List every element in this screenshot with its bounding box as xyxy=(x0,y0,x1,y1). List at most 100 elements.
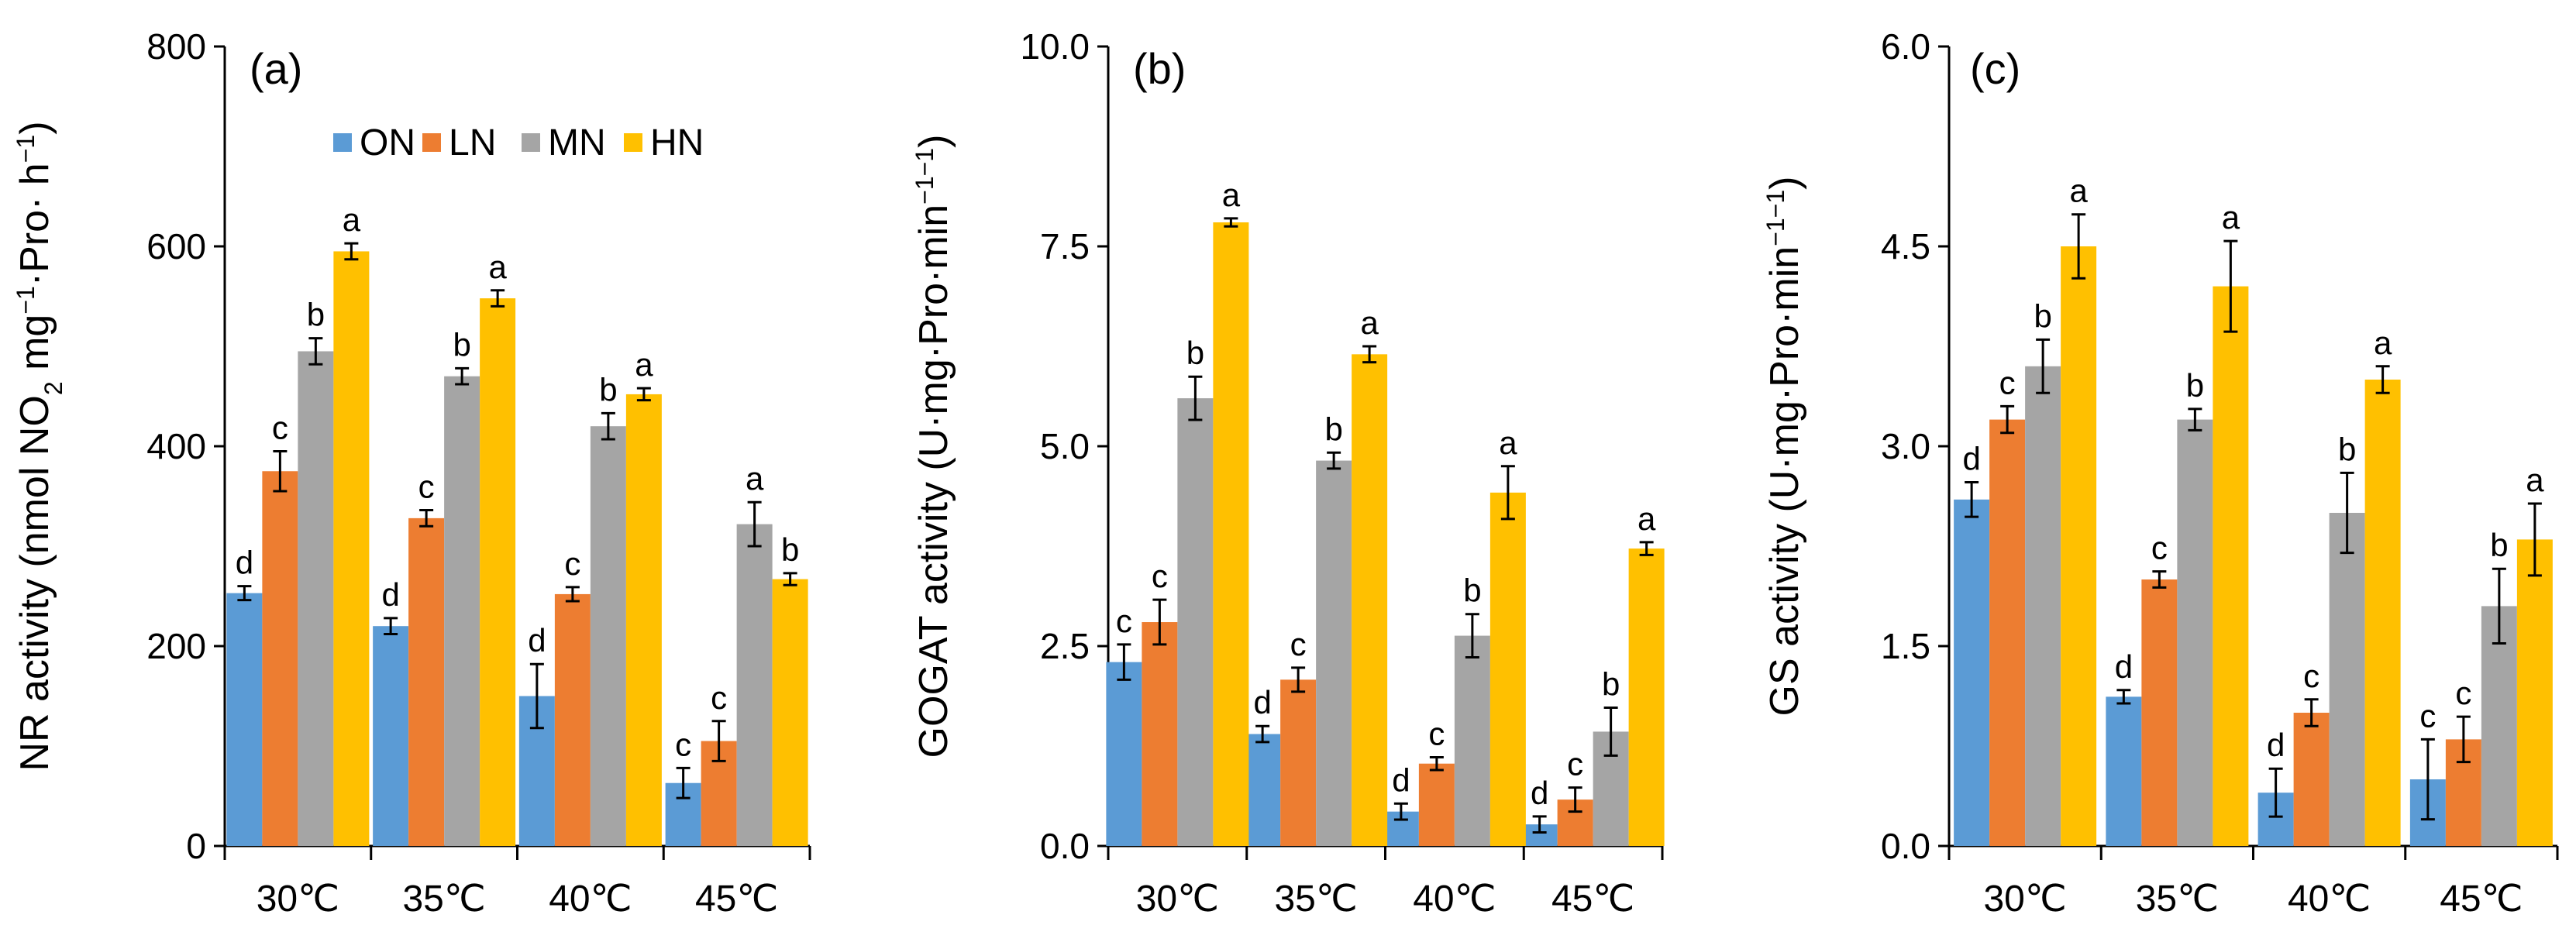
y-tick-label: 200 xyxy=(146,626,206,666)
significance-letter: c xyxy=(418,469,435,505)
x-category-label: 45℃ xyxy=(1551,879,1634,920)
bar-ln xyxy=(1418,763,1455,846)
bar-mn xyxy=(1316,460,1352,846)
bar-on xyxy=(1245,734,1281,846)
bar-hn xyxy=(1628,548,1665,846)
significance-letter: d xyxy=(2267,727,2285,763)
significance-letter: b xyxy=(2490,527,2508,563)
significance-letter: b xyxy=(2338,431,2356,467)
bar-ln xyxy=(408,517,445,846)
bar-hn xyxy=(2516,539,2553,846)
bar-mn xyxy=(2329,513,2365,846)
y-axis-title-subscript: 2 xyxy=(40,381,67,395)
legend: ON LN MN HN xyxy=(333,122,704,163)
y-axis-title: NR activity (nmol NO2 mg−1·Pro· h−1) xyxy=(12,121,67,771)
bar-ln xyxy=(1989,419,2026,846)
bar-mn xyxy=(590,426,626,846)
bar-hn xyxy=(1213,222,1249,846)
significance-letter: b xyxy=(1463,572,1481,609)
x-category-label: 40℃ xyxy=(549,879,632,920)
x-category-label: 35℃ xyxy=(402,879,485,920)
bar-hn xyxy=(1489,492,1526,846)
significance-letter: d xyxy=(381,576,399,613)
significance-letter: a xyxy=(343,201,361,238)
bar-ln xyxy=(554,593,591,846)
bar-on xyxy=(2106,696,2142,846)
significance-letter: a xyxy=(635,346,653,383)
panel-label: (b) xyxy=(1133,44,1186,93)
y-tick-label: 400 xyxy=(146,426,206,466)
y-axis-title-superscript: −1 xyxy=(1762,190,1789,218)
bar-on xyxy=(373,626,409,846)
x-category-label: 30℃ xyxy=(1983,879,2066,920)
y-axis-title-superscript: −1 xyxy=(911,176,938,204)
x-category-label: 40℃ xyxy=(2288,879,2371,920)
legend-label-hn: HN xyxy=(650,122,704,163)
significance-letter: d xyxy=(528,622,546,658)
significance-letter: b xyxy=(781,531,799,568)
significance-letter: d xyxy=(1392,762,1410,798)
significance-letter: c xyxy=(2455,675,2471,711)
significance-letter: b xyxy=(599,371,617,407)
x-category-label: 35℃ xyxy=(2136,879,2219,920)
bar-ln xyxy=(2293,713,2330,846)
y-tick-label: 7.5 xyxy=(1040,226,1090,266)
significance-letter: b xyxy=(2034,297,2051,334)
y-axis-title-text: NR activity (nmol NO xyxy=(12,395,57,771)
y-tick-label: 6.0 xyxy=(1881,26,1930,67)
legend-label-on: ON xyxy=(360,122,415,163)
bar-hn xyxy=(2213,286,2249,847)
significance-letter: b xyxy=(2186,367,2204,404)
panel-label: (a) xyxy=(250,44,302,93)
significance-letter: a xyxy=(1638,500,1656,537)
significance-letter: c xyxy=(675,726,691,762)
significance-letter: d xyxy=(1253,684,1271,720)
y-axis-title-text: GS activity (U·mg xyxy=(1762,401,1807,716)
significance-letter: c xyxy=(1152,558,1168,594)
significance-letter: d xyxy=(2115,648,2133,685)
legend-swatch-mn xyxy=(522,133,540,152)
bar-hn xyxy=(2061,246,2097,846)
significance-letter: a xyxy=(2222,199,2240,236)
significance-letter: c xyxy=(711,679,727,716)
x-category-label: 45℃ xyxy=(2440,879,2523,920)
bar-hn xyxy=(772,579,808,846)
significance-letter: b xyxy=(1324,411,1342,447)
y-tick-label: 800 xyxy=(146,26,206,67)
y-tick-label: 10.0 xyxy=(1020,26,1090,67)
bar-ln xyxy=(262,471,298,846)
panel-label: (c) xyxy=(1970,44,2020,93)
significance-letter: a xyxy=(2526,462,2544,498)
y-axis-title-text: ·Pro· h xyxy=(12,163,57,286)
x-category-label: 30℃ xyxy=(1136,879,1219,920)
bar-ln xyxy=(1142,622,1178,846)
x-category-label: 45℃ xyxy=(695,879,778,920)
y-axis-title-text: ) xyxy=(12,121,57,134)
significance-letter: b xyxy=(1186,335,1204,371)
bar-hn xyxy=(2364,380,2401,846)
significance-letter: a xyxy=(1222,177,1241,213)
bar-hn xyxy=(625,394,662,846)
bar-hn xyxy=(1352,354,1388,846)
bar-mn xyxy=(298,351,334,846)
significance-letter: b xyxy=(1602,665,1620,702)
y-tick-label: 600 xyxy=(146,226,206,266)
y-tick-label: 0.0 xyxy=(1881,826,1930,866)
bar-mn xyxy=(1454,635,1490,846)
y-tick-label: 1.5 xyxy=(1881,626,1930,666)
y-tick-label: 0 xyxy=(186,826,206,866)
legend-label-ln: LN xyxy=(449,122,496,163)
significance-letter: a xyxy=(488,249,507,285)
significance-letter: a xyxy=(1360,304,1379,341)
y-axis-title-text: ) xyxy=(1762,176,1807,189)
bar-mn xyxy=(2025,366,2061,846)
significance-letter: c xyxy=(1290,626,1307,662)
y-axis-title-text: ·Pro·min xyxy=(911,205,956,359)
bar-ln xyxy=(1280,679,1317,846)
bar-hn xyxy=(333,251,370,846)
significance-letter: d xyxy=(236,545,253,581)
